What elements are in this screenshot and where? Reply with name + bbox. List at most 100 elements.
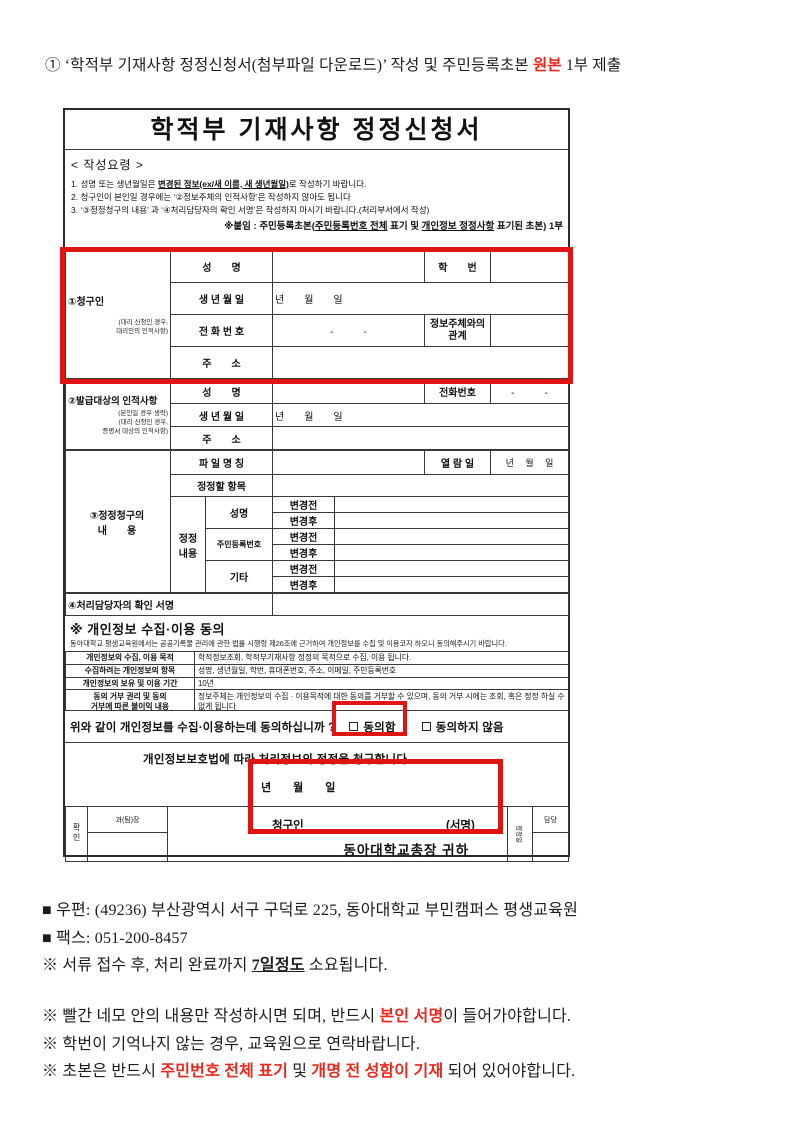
before-label: 변경전	[272, 528, 336, 545]
confirm-cell: 확인	[65, 806, 88, 862]
subject-section-label: ②발급대상의 인적사항 (본인일 경우 생략) (대리 신청인 경우, 증명서 대상…	[65, 379, 171, 450]
agree-checkbox-icon	[349, 722, 359, 731]
etc-before-value	[334, 560, 570, 577]
manager-sign-cell	[87, 832, 168, 862]
applicant-proxy-note: (대리 신청인 경우, 대리인의 인적사항)	[116, 318, 168, 335]
form-title: 학적부 기재사항 정정신청서	[65, 110, 568, 150]
before-label: 변경전	[272, 496, 336, 513]
guide-line-3: 3. ‘③정정청구의 내용’ 과 ‘④처리담당자의 확인 서명’은 작성하지 마…	[71, 204, 430, 215]
correction-section-label: ③정정청구의 내 용	[65, 450, 171, 593]
footer-note-processing: ※ 서류 접수 후, 처리 완료까지 7일정도 소요됩니다.	[42, 957, 388, 974]
agree-label: 동의함	[363, 721, 396, 734]
signature-area: 청구인 (서명) 동아대학교총장 귀하	[167, 806, 508, 862]
applicant-section: ①청구인 (대리 신청인 경우, 대리인의 인적사항) 성 명 학 번 생 년 월…	[65, 250, 569, 379]
after-label: 변경후	[272, 512, 336, 529]
applicant-sign-label: 청구인	[272, 820, 304, 832]
applicant-birth-value: 년 월 일	[272, 282, 569, 315]
footer-fax: ■ 팩스: 051-200-8457	[42, 930, 188, 947]
subject-address-value	[272, 426, 569, 450]
staff-sign-cell	[532, 832, 569, 862]
intro-highlight-original: 원본	[532, 57, 562, 74]
subject-birth-label: 생 년 월 일	[170, 403, 273, 427]
intro-text: ① ‘학적부 기재사항 정정신청서(첨부파일 다운로드)’ 작성 및 주민등록초…	[45, 57, 533, 74]
applicant-birth-label: 생 년 월 일	[170, 282, 273, 315]
rrn-after-value	[334, 544, 570, 561]
privacy-row-label: 수집하려는 개인정보의 항목	[65, 664, 195, 678]
privacy-row-value: 정보주체는 개인정보의 수집 · 이용목적에 대한 동의를 거부할 수 있으며,…	[194, 689, 568, 710]
handler-signature-value	[272, 593, 569, 616]
relation-to-subject-value	[490, 314, 569, 347]
after-label: 변경후	[272, 576, 336, 593]
intro-line: ① ‘학적부 기재사항 정정신청서(첨부파일 다운로드)’ 작성 및 주민등록초…	[45, 53, 765, 75]
privacy-title: ※ 개인정보 수집·이용 동의	[70, 622, 225, 637]
applicant-name-label: 성 명	[170, 250, 273, 283]
view-date-label: 열 람 일	[424, 450, 492, 475]
privacy-row-value: 성명, 생년월일, 학번, 휴대폰번호, 주소, 이메일, 주민등록번호	[194, 664, 568, 678]
application-form-image: 학적부 기재사항 정정신청서 < 작성요령 > 1. 성명 또는 생년월일은 변…	[60, 108, 573, 862]
after-label: 변경후	[272, 544, 336, 561]
consent-row: 위와 같이 개인정보를 수집·이용하는데 동의하십니까 ? 동의함 동의하지 않…	[65, 710, 568, 742]
correction-item-value	[272, 474, 570, 497]
subject-address-label: 주 소	[170, 426, 273, 450]
privacy-section: ※ 개인정보 수집·이용 동의 동아대학교 평생교육원에서는 공공기록물 관리에…	[65, 616, 568, 710]
file-name-value	[272, 450, 426, 475]
guide-line-2: 2. 청구인이 본인일 경우에는 ‘②정보주체의 인적사항’은 작성하지 않아도…	[71, 191, 351, 202]
file-name-label: 파 일 명 칭	[169, 450, 274, 475]
guide-line-1: 1. 성명 또는 생년월일은 변경된 정보(ex/새 이름, 새 생년월일)로 …	[71, 178, 367, 189]
before-label: 변경전	[272, 560, 336, 577]
subject-phone-value: - -	[490, 379, 569, 404]
relation-to-subject-label: 정보주체와의 관계	[424, 314, 491, 347]
correction-row-name: 성명	[204, 496, 274, 529]
footer-note-redbox: ※ 빨간 네모 안의 내용만 작성하시면 되며, 반드시 본인 서명이 들어가야…	[42, 1008, 572, 1025]
student-number-label: 학 번	[424, 250, 491, 283]
consent-question: 위와 같이 개인정보를 수집·이용하는데 동의하십니까 ?	[70, 721, 336, 734]
applicant-name-value	[272, 250, 425, 283]
footer-address: ■ 우편: (49236) 부산광역시 서구 구덕로 225, 동아대학교 부민…	[42, 902, 579, 919]
privacy-intro: 동아대학교 평생교육원에서는 공공기록물 관리에 관한 법률 시행령 제26조에…	[70, 639, 507, 648]
privacy-table: 개인정보의 수집, 이용 목적 학적정보조회, 학적부기재사항 정정의 목적으로…	[65, 651, 568, 710]
approval-table: 확인 과(팀)장 청구인 (서명) 동아대학교총장 귀하 정정일 담당	[65, 806, 569, 862]
footer-note-chobon: ※ 초본은 반드시 주민번호 전체 표기 및 개명 전 성함이 기재 되어 있어…	[42, 1063, 576, 1080]
rrn-before-value	[334, 528, 570, 545]
subject-name-value	[272, 379, 425, 404]
applicant-section-label: ①청구인 (대리 신청인 경우, 대리인의 인적사항)	[65, 250, 171, 379]
statement-date: 년 월 일	[261, 782, 336, 794]
staff-header: 담당	[532, 806, 569, 833]
subject-section: ②발급대상의 인적사항 (본인일 경우 생략) (대리 신청인 경우, 증명서 대상…	[65, 379, 569, 450]
disagree-label: 동의하지 않음	[435, 721, 504, 734]
handler-signature-section: ④처리담당자의 확인 서명	[65, 593, 569, 616]
subject-phone-label: 전화번호	[424, 379, 491, 404]
subject-notes: (본인일 경우 생략) (대리 신청인 경우, 증명서 대상의 인적사항)	[102, 409, 168, 436]
view-date-value: 년 월 일	[490, 450, 570, 475]
correction-date-column: 정정일	[507, 806, 533, 862]
correction-row-rrn: 주민등록번호	[204, 528, 274, 561]
etc-after-value	[334, 576, 570, 593]
statement-block: 개인정보보호법에 따라 처리정보의 정정을 청구합니다. 년 월 일	[65, 742, 568, 806]
privacy-row-value: 10년	[194, 677, 568, 690]
intro-text-tail: 1부 제출	[561, 57, 622, 74]
applicant-phone-label: 전 화 번 호	[170, 314, 273, 347]
subject-name-label: 성 명	[170, 379, 273, 404]
form-guide: < 작성요령 > 1. 성명 또는 생년월일은 변경된 정보(ex/새 이름, …	[65, 150, 568, 250]
privacy-row-label: 개인정보의 수집, 이용 목적	[65, 651, 195, 665]
privacy-row-label: 동의 거부 권리 및 동의 거부에 따른 불이익 내용	[65, 689, 195, 710]
correction-content-label: 정정 내용	[170, 496, 206, 593]
recipient-line: 동아대학교총장 귀하	[343, 843, 469, 858]
name-before-value	[334, 496, 570, 513]
applicant-address-value	[272, 346, 569, 379]
footer-note-studentno: ※ 학번이 기억나지 않는 경우, 교육원으로 연락바랍니다.	[42, 1036, 421, 1053]
correction-item-label: 정정할 항목	[169, 474, 274, 497]
handler-signature-label: ④처리담당자의 확인 서명	[65, 593, 273, 616]
privacy-row-label: 개인정보의 보유 및 이용 기간	[65, 677, 195, 690]
applicant-phone-value: - -	[272, 314, 425, 347]
disagree-checkbox-icon	[421, 722, 431, 731]
signature-hint: (서명)	[446, 820, 475, 832]
applicant-address-label: 주 소	[170, 346, 273, 379]
student-number-value	[490, 250, 569, 283]
subject-birth-value: 년 월 일	[272, 403, 569, 427]
guide-attachment-note: ※붙임 : 주민등록초본(주민등록번호 전체 표기 및 개인정보 정정사항 표기…	[224, 221, 563, 233]
statement-line: 개인정보보호법에 따라 처리정보의 정정을 청구합니다.	[143, 754, 411, 766]
manager-header: 과(팀)장	[87, 806, 168, 833]
guide-heading: < 작성요령 >	[71, 158, 144, 172]
privacy-row-value: 학적정보조회, 학적부기재사항 정정의 목적으로 수집, 이용 됩니다.	[194, 651, 568, 665]
